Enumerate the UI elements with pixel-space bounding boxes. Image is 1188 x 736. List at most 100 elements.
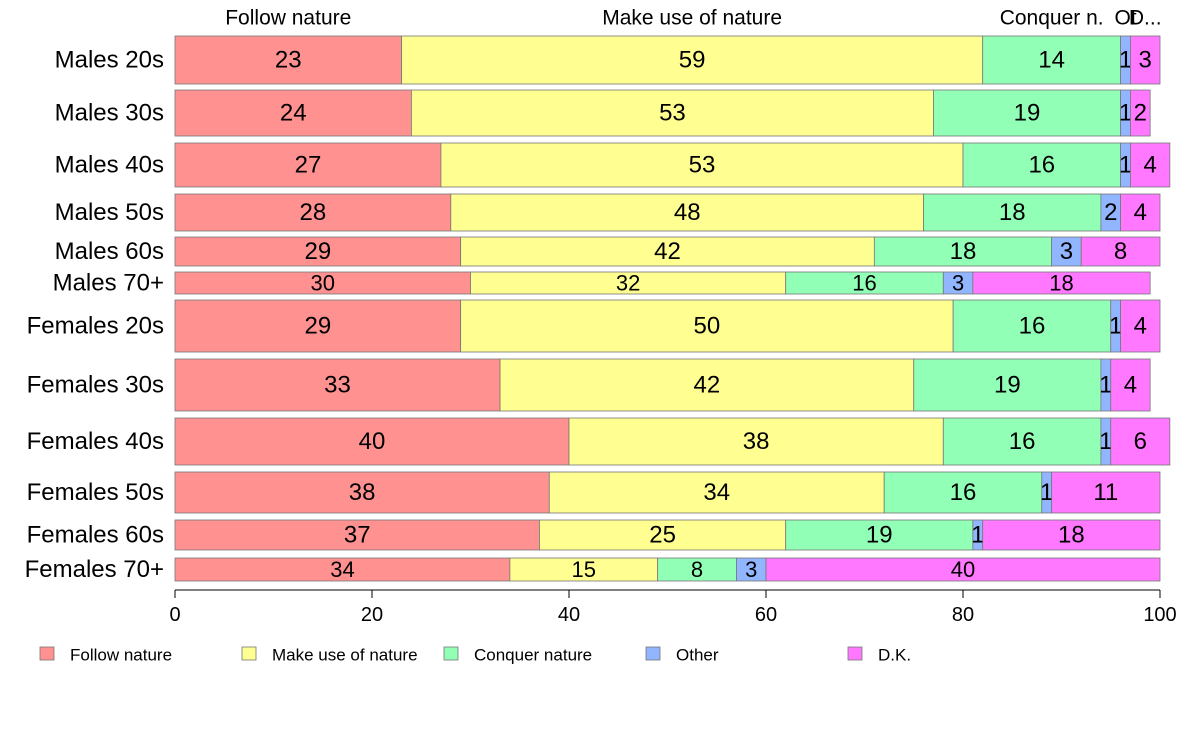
bar-segment: [913, 358, 1102, 412]
bar-value-label: 18: [999, 199, 1026, 226]
bar-segment: [883, 471, 1043, 514]
category-labels: Males 20s Males 30s Males 40s Males 50s Male…: [25, 47, 164, 584]
segment-header-label: D...: [1129, 7, 1162, 30]
bar-value-label: 1: [1109, 313, 1122, 340]
bar-value-label: 3: [952, 271, 964, 296]
bar-segment: [174, 471, 550, 514]
segment-header-label: Follow nature: [225, 7, 351, 30]
bar-value-label: 38: [743, 428, 770, 455]
bar-value-label: 19: [1014, 100, 1041, 127]
bar-value-label: 24: [280, 100, 307, 127]
category-label: Males 30s: [55, 100, 164, 127]
bar-value-label: 40: [951, 557, 975, 582]
bar-value-label: 15: [572, 557, 596, 582]
bar-value-label: 42: [654, 238, 681, 265]
category-label: Females 40s: [27, 428, 164, 455]
bar-value-label: 53: [659, 100, 686, 127]
bar-value-label: 4: [1143, 152, 1156, 179]
bar-value-label: 34: [703, 479, 730, 506]
bar-segment: [933, 89, 1122, 137]
bar-value-label: 3: [1060, 238, 1073, 265]
category-label: Males 50s: [55, 199, 164, 226]
bar-value-label: 42: [694, 372, 721, 399]
bar-segment: [174, 417, 570, 466]
bar-segment: [982, 519, 1161, 551]
segment-header-labels: Follow nature Make use of nature Conquer n…: [225, 7, 1161, 30]
bar-value-label: 23: [275, 47, 302, 74]
bar-segment: [1130, 89, 1151, 137]
bar-segment: [460, 299, 954, 353]
bar-value-label: 3: [1139, 47, 1152, 74]
legend-swatch: [39, 646, 55, 661]
x-tick-label: 80: [952, 604, 974, 626]
bar-segment: [548, 471, 885, 514]
bar-value-label: 6: [1134, 428, 1147, 455]
bar-value-label: 1: [1099, 428, 1112, 455]
bar-value-label: 1: [1099, 372, 1112, 399]
bar-segment: [174, 142, 442, 188]
segment-header-label: Conquer n.: [1000, 7, 1104, 30]
legend-label: D.K.: [878, 646, 911, 665]
bar-segment: [174, 519, 540, 551]
bar-value-label: 32: [616, 271, 640, 296]
bar-segment: [174, 236, 462, 267]
bar-value-label: 29: [304, 238, 331, 265]
legend: Follow nature Make use of nature Conquer n…: [39, 646, 911, 665]
category-label: Males 40s: [55, 152, 164, 179]
bar-value-label: 8: [691, 557, 703, 582]
bar-segment: [765, 557, 1161, 582]
category-label: Females 70+: [25, 556, 164, 583]
x-tick-label: 100: [1143, 604, 1176, 626]
bar-segment: [440, 142, 964, 188]
x-tick-label: 40: [558, 604, 580, 626]
bar-segment: [410, 89, 934, 137]
bar-value-label: 59: [679, 47, 706, 74]
legend-swatch: [847, 646, 863, 661]
segment-header-label: Make use of nature: [602, 7, 782, 30]
legend-label: Conquer nature: [474, 646, 592, 665]
bar-segment: [539, 519, 787, 551]
legend-swatch: [443, 646, 459, 661]
x-tick-label: 20: [361, 604, 383, 626]
legend-label: Other: [676, 646, 719, 665]
bar-value-label: 37: [344, 522, 371, 549]
bar-value-label: 16: [950, 479, 977, 506]
bar-value-label: 38: [349, 479, 376, 506]
bar-segment: [568, 417, 944, 466]
bar-value-label: 2: [1104, 199, 1117, 226]
bar-segment: [1051, 471, 1161, 514]
bar-value-label: 1: [1040, 479, 1053, 506]
bar-value-label: 40: [359, 428, 386, 455]
bar-value-label: 1: [1119, 47, 1132, 74]
bar-value-label: 28: [300, 199, 327, 226]
bar-segment: [1051, 236, 1082, 267]
bar-segment: [1110, 417, 1171, 466]
bar-value-label: 53: [689, 152, 716, 179]
category-label: Females 60s: [27, 522, 164, 549]
bar-segment: [401, 35, 984, 85]
legend-label: Make use of nature: [272, 646, 418, 665]
bar-value-label: 1: [1119, 152, 1132, 179]
bar-value-label: 2: [1134, 100, 1147, 127]
bar-value-label: 11: [1093, 479, 1118, 506]
bar-value-label: 8: [1114, 238, 1127, 265]
category-label: Females 50s: [27, 479, 164, 506]
bar-value-label: 4: [1124, 372, 1137, 399]
bar-value-label: 4: [1134, 313, 1147, 340]
bar-value-label: 1: [1119, 100, 1132, 127]
category-label: Males 70+: [53, 270, 164, 297]
bar-value-label: 18: [950, 238, 977, 265]
segment-header-label: Ot: [1114, 7, 1136, 30]
bar-segment: [460, 236, 875, 267]
bar-value-label: 33: [324, 372, 351, 399]
bar-value-label: 19: [866, 522, 893, 549]
bars-area: 23 59 14 1 324 53 19 1 227 53 16 1 428 48 18 2 429 42 18 3 8…: [174, 35, 1171, 582]
category-label: Females 30s: [27, 372, 164, 399]
bar-value-label: 1: [971, 522, 984, 549]
x-tick-label: 0: [169, 604, 180, 626]
bar-value-label: 18: [1058, 522, 1085, 549]
category-label: Females 20s: [27, 313, 164, 340]
bar-segment: [174, 299, 462, 353]
bar-segment: [1110, 358, 1151, 412]
